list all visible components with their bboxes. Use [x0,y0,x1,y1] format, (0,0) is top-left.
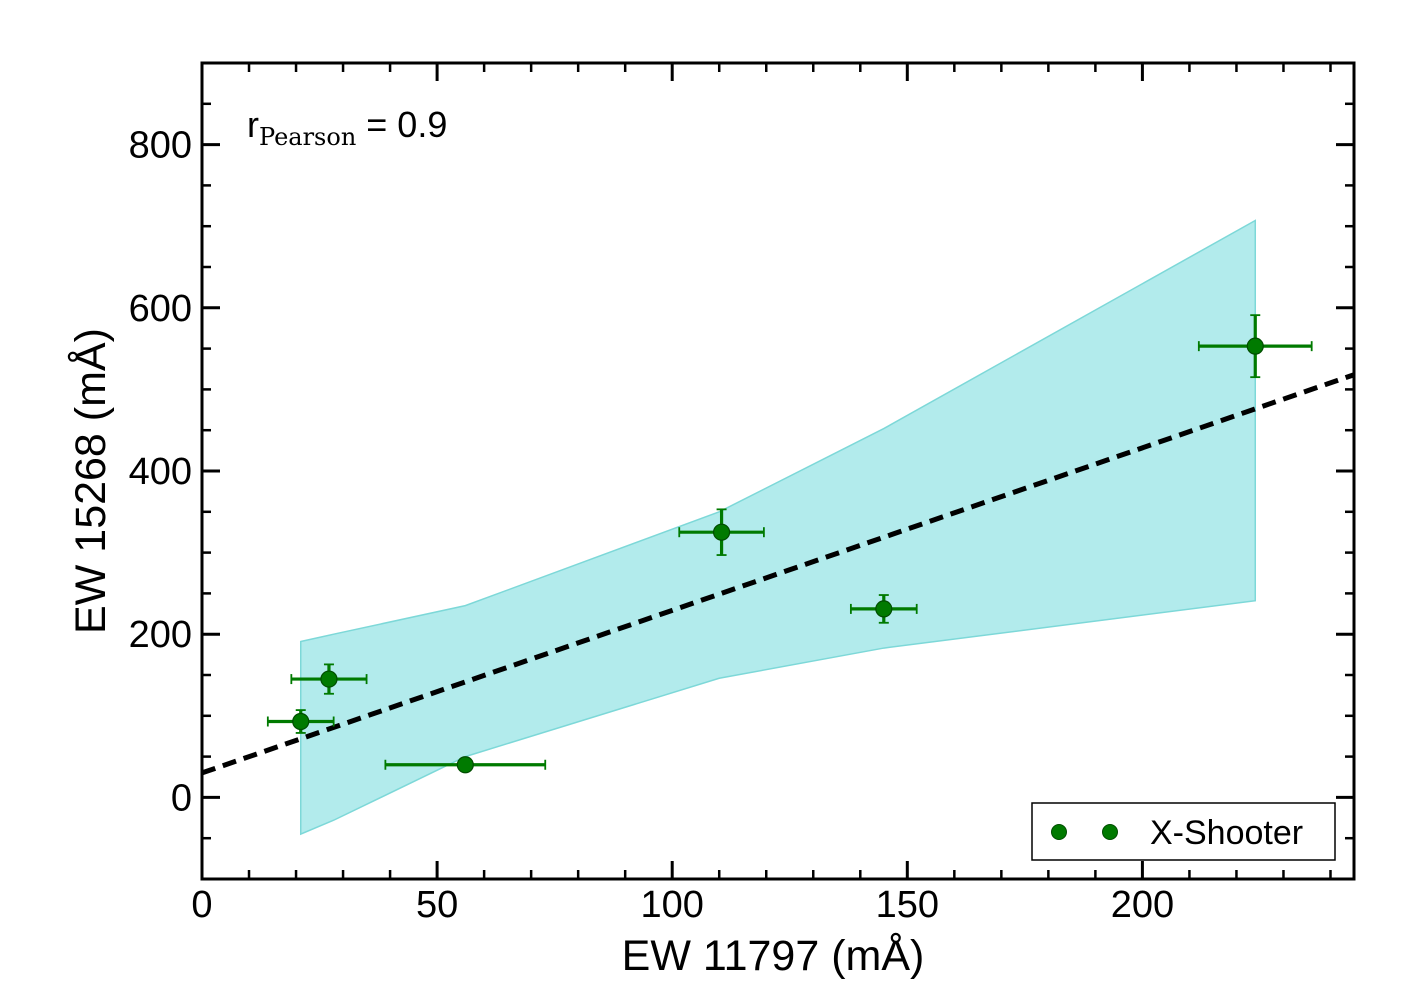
confidence-band [299,219,1257,836]
x-tick-label: 0 [191,884,212,926]
legend-marker-2 [1102,824,1118,840]
data-point [384,756,547,774]
pearson-annotation: rPearson = 0.9 [247,104,447,151]
point-marker [292,712,310,731]
legend-marker-1 [1051,824,1067,840]
point-marker [875,600,893,618]
fit-line-layer [201,372,1355,776]
data-point [678,508,765,556]
point-marker [456,756,474,774]
axis-ticks-layer: 0 50 100 150 200 0 200 400 600 800 [129,61,1354,926]
fit-line [201,372,1355,776]
legend-box [1031,802,1336,861]
point-marker [1246,337,1264,355]
data-point [266,709,335,734]
x-tick-label: 150 [876,884,939,926]
y-tick-label: 800 [129,125,192,167]
point-marker [320,670,338,688]
point-marker [712,523,731,541]
legend-label: X-Shooter [1150,814,1303,852]
y-axis-label: EW 15268 (mÅ) [67,328,115,634]
data-point [1197,314,1313,379]
data-points-layer [266,314,1313,774]
legend: X-Shooter [1031,802,1336,861]
data-point [290,663,368,695]
y-tick-label: 200 [129,614,192,656]
pearson-value: = 0.9 [356,104,447,145]
y-tick-label: 400 [129,451,192,493]
x-axis-label: EW 11797 (mÅ) [622,932,925,980]
x-tick-label: 50 [416,884,458,926]
y-tick-label: 0 [171,777,192,819]
pearson-subscript: Pearson [259,123,356,151]
data-point [849,594,918,624]
confidence-band-layer [299,219,1257,836]
x-tick-label: 100 [641,884,704,926]
plot-frame [200,61,1356,881]
y-tick-label: 600 [129,288,192,330]
x-tick-label: 200 [1111,884,1174,926]
pearson-r: r [247,104,259,145]
